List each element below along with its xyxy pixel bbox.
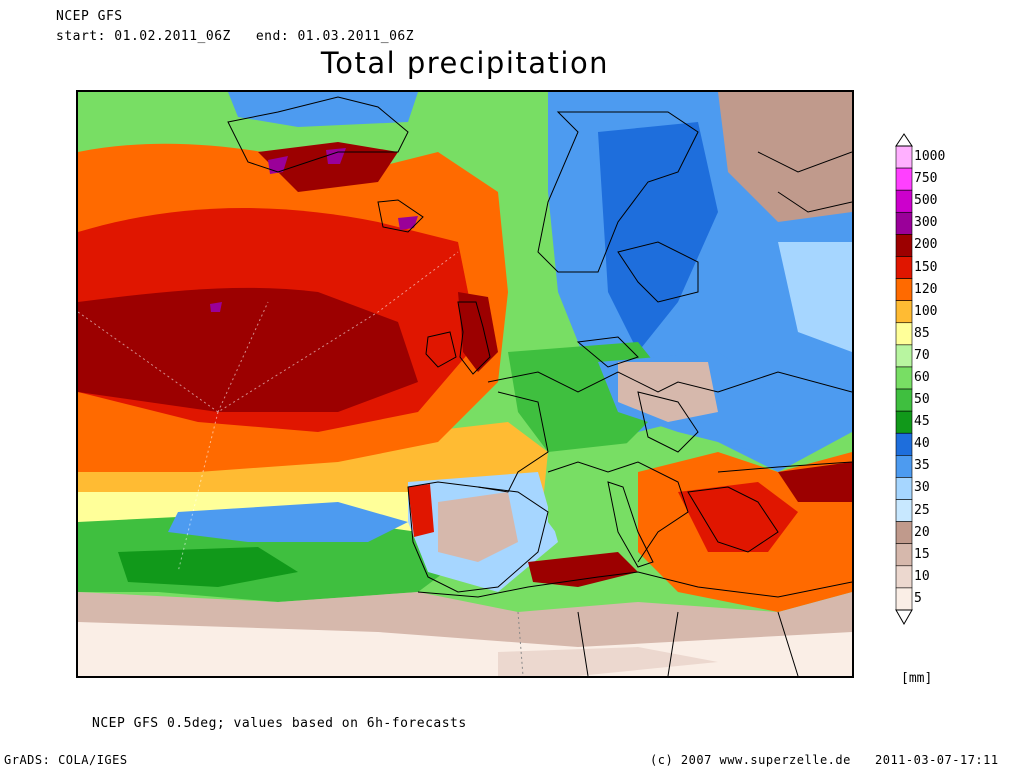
legend-swatch-200 bbox=[895, 234, 913, 257]
legend-label-100: 100 bbox=[914, 303, 938, 319]
legend-label-25: 25 bbox=[914, 502, 930, 518]
legend-swatches bbox=[895, 145, 913, 611]
forecast-period: start: 01.02.2011_06Z end: 01.03.2011_06… bbox=[56, 29, 415, 44]
legend-swatch-70 bbox=[895, 344, 913, 368]
legend-label-750: 750 bbox=[914, 171, 938, 187]
map-title: Total precipitation bbox=[320, 46, 610, 80]
legend-swatch-40 bbox=[895, 432, 913, 456]
field-uk-darkred bbox=[458, 292, 498, 372]
legend-label-150: 150 bbox=[914, 259, 938, 275]
legend-swatch-5 bbox=[895, 587, 913, 611]
color-legend: 1000 750 500 300 200 150 120 100 85 70 60 50 45 40 35 3… bbox=[894, 132, 1004, 632]
legend-swatch-20 bbox=[895, 521, 913, 545]
field-hungary-brown bbox=[618, 362, 718, 422]
precipitation-field bbox=[78, 92, 852, 676]
legend-label-60: 60 bbox=[914, 370, 930, 385]
copyright: (c) 2007 www.superzelle.de bbox=[650, 753, 851, 767]
legend-label-20: 20 bbox=[914, 524, 930, 540]
field-turkey-darkred bbox=[778, 462, 852, 502]
legend-label-200: 200 bbox=[914, 237, 938, 253]
field-sahara-light bbox=[498, 647, 718, 676]
legend-swatch-150 bbox=[895, 256, 913, 279]
field-atlantic-darkred bbox=[78, 287, 418, 412]
legend-swatch-10 bbox=[895, 565, 913, 589]
model-label: NCEP GFS bbox=[56, 9, 123, 24]
legend-label-30: 30 bbox=[914, 480, 930, 496]
legend-swatch-60 bbox=[895, 366, 913, 390]
legend-label-500: 500 bbox=[914, 193, 938, 209]
field-subtropic-blue bbox=[168, 502, 408, 542]
field-iberia-brown bbox=[438, 492, 518, 562]
legend-label-120: 120 bbox=[914, 281, 938, 297]
legend-swatch-45 bbox=[895, 410, 913, 434]
legend-label-50: 50 bbox=[914, 392, 930, 408]
legend-swatch-30 bbox=[895, 477, 913, 500]
legend-swatch-120 bbox=[895, 278, 913, 301]
legend-swatch-25 bbox=[895, 499, 913, 522]
legend-swatch-50 bbox=[895, 388, 913, 412]
legend-label-45: 45 bbox=[914, 414, 930, 430]
grid-lines bbox=[78, 251, 459, 413]
field-eastmed-red bbox=[678, 482, 798, 552]
legend-label-5: 5 bbox=[914, 590, 922, 606]
legend-swatch-15 bbox=[895, 543, 913, 567]
grid-lines-2 bbox=[177, 301, 269, 573]
field-atlantic-purple bbox=[210, 302, 222, 312]
legend-swatch-300 bbox=[895, 211, 913, 235]
footer-note: NCEP GFS 0.5deg; values based on 6h-fore… bbox=[92, 716, 467, 731]
legend-bottom-arrow bbox=[895, 609, 913, 626]
field-algeria-darkred bbox=[528, 552, 638, 587]
legend-swatch-1000 bbox=[895, 145, 913, 169]
legend-swatch-85 bbox=[895, 322, 913, 346]
coastlines bbox=[227, 96, 852, 676]
field-portugal-red bbox=[408, 484, 434, 537]
grads-credit: GrADS: COLA/IGES bbox=[4, 753, 128, 767]
field-subtropic-darkgreen bbox=[118, 547, 298, 587]
legend-label-10: 10 bbox=[914, 568, 930, 584]
legend-label-300: 300 bbox=[914, 215, 938, 231]
grid-lines-3 bbox=[517, 611, 524, 676]
legend-swatch-500 bbox=[895, 189, 913, 213]
field-greenland-blue bbox=[228, 92, 418, 127]
legend-label-40: 40 bbox=[914, 436, 930, 452]
field-scandinavia-deep bbox=[598, 122, 718, 352]
legend-label-15: 15 bbox=[914, 546, 930, 562]
legend-swatch-750 bbox=[895, 167, 913, 191]
field-iceland-darkred bbox=[258, 142, 398, 192]
legend-units: [mm] bbox=[901, 671, 933, 686]
field-east-light bbox=[778, 242, 852, 352]
field-iceland-purple bbox=[268, 156, 288, 174]
legend-label-35: 35 bbox=[914, 458, 930, 474]
legend-top-arrow bbox=[895, 133, 913, 147]
legend-label-85: 85 bbox=[914, 325, 930, 341]
timestamp: 2011-03-07-17:11 bbox=[875, 753, 999, 767]
legend-swatch-35 bbox=[895, 455, 913, 478]
precipitation-map bbox=[76, 90, 854, 678]
legend-swatch-100 bbox=[895, 300, 913, 324]
legend-label-70: 70 bbox=[914, 347, 930, 363]
legend-colorbar bbox=[895, 133, 913, 626]
field-north-green bbox=[78, 92, 548, 142]
legend-label-1000: 1000 bbox=[914, 149, 946, 165]
field-russia-brown bbox=[718, 92, 852, 222]
